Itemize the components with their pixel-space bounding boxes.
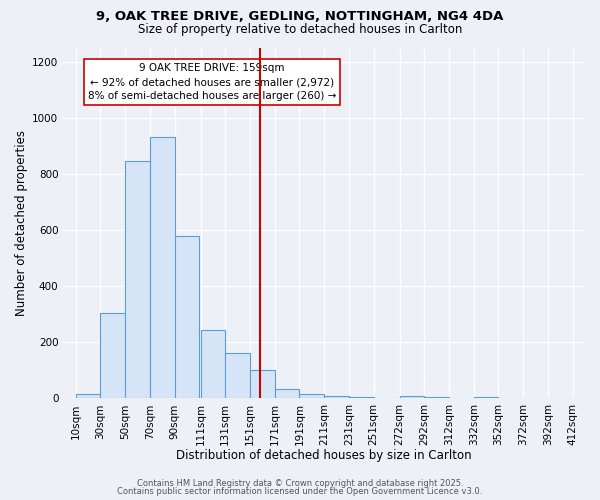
X-axis label: Distribution of detached houses by size in Carlton: Distribution of detached houses by size … [176, 450, 472, 462]
Bar [76, 394, 100, 398]
Bar [424, 397, 449, 398]
Bar [125, 161, 150, 398]
Bar [225, 352, 250, 399]
Bar [349, 397, 374, 398]
Text: Contains public sector information licensed under the Open Government Licence v3: Contains public sector information licen… [118, 487, 482, 496]
Y-axis label: Number of detached properties: Number of detached properties [15, 130, 28, 316]
Text: 9 OAK TREE DRIVE: 159sqm
← 92% of detached houses are smaller (2,972)
8% of semi: 9 OAK TREE DRIVE: 159sqm ← 92% of detach… [88, 64, 336, 102]
Bar [474, 397, 499, 398]
Text: Size of property relative to detached houses in Carlton: Size of property relative to detached ho… [138, 22, 462, 36]
Bar [200, 330, 225, 398]
Bar [100, 312, 125, 398]
Bar [150, 138, 175, 398]
Bar [400, 396, 424, 398]
Bar [275, 388, 299, 398]
Text: Contains HM Land Registry data © Crown copyright and database right 2025.: Contains HM Land Registry data © Crown c… [137, 478, 463, 488]
Text: 9, OAK TREE DRIVE, GEDLING, NOTTINGHAM, NG4 4DA: 9, OAK TREE DRIVE, GEDLING, NOTTINGHAM, … [97, 10, 503, 23]
Bar [324, 396, 349, 398]
Bar [250, 370, 275, 398]
Bar [299, 394, 324, 398]
Bar [175, 236, 199, 398]
